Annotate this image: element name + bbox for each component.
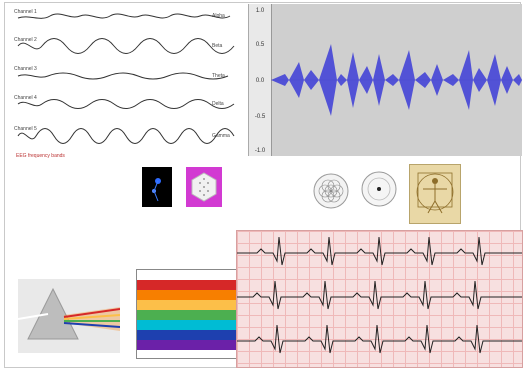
spectrum-row bbox=[137, 310, 236, 320]
eeg-traces: Channel 1 Channel 2 Channel 3 Channel 4 … bbox=[14, 9, 235, 144]
eeg-right-4: Delta bbox=[212, 101, 224, 107]
audio-waveform bbox=[271, 44, 522, 116]
spectrum-row bbox=[137, 340, 236, 350]
spectrum-row bbox=[137, 280, 236, 290]
flower-of-life-icon bbox=[313, 173, 349, 209]
waveform-panel: 1.0 0.5 0.0 -0.5 -1.0 bbox=[248, 4, 522, 156]
neuron-icon bbox=[152, 178, 161, 202]
eeg-right-2: Beta bbox=[212, 43, 223, 49]
spectrum-row bbox=[137, 290, 236, 300]
ecg-trace-2 bbox=[237, 280, 522, 310]
spectrum-row bbox=[137, 330, 236, 340]
eeg-right-1: Alpha bbox=[212, 13, 225, 19]
eeg-right-3: Theta bbox=[212, 73, 225, 79]
axis-label-4: -0.5 bbox=[254, 114, 266, 120]
axis-label-5: -1.0 bbox=[254, 148, 266, 154]
axis-label-1: 1.0 bbox=[255, 8, 265, 14]
neuro-image-pattern bbox=[186, 167, 222, 207]
eeg-trace-3 bbox=[17, 72, 229, 80]
spectrum-table bbox=[136, 269, 237, 359]
eeg-panel: Channel 1 Channel 2 Channel 3 Channel 4 … bbox=[10, 6, 242, 154]
ecg-trace-1 bbox=[237, 236, 522, 266]
eeg-label-3: Channel 3 bbox=[14, 66, 37, 72]
eeg-label-1: Channel 1 bbox=[14, 9, 37, 15]
axis-label-3: 0.0 bbox=[255, 78, 265, 84]
eeg-trace-5 bbox=[17, 128, 235, 144]
eeg-label-4: Channel 4 bbox=[14, 95, 37, 101]
spectrum-row bbox=[137, 320, 236, 330]
hex-pattern-icon bbox=[191, 172, 217, 202]
eeg-label-2: Channel 2 bbox=[14, 37, 37, 43]
vitruvian-man-icon bbox=[416, 172, 454, 214]
ecg-strip bbox=[236, 230, 523, 368]
vitruvian-man-image bbox=[409, 164, 461, 224]
eeg-label-5: Channel 5 bbox=[14, 126, 37, 132]
eeg-right-5: Gamma bbox=[212, 133, 230, 139]
spectrum-row bbox=[137, 300, 236, 310]
eeg-trace-2 bbox=[17, 38, 235, 54]
eeg-trace-4 bbox=[17, 99, 235, 109]
prism-diagram bbox=[18, 279, 120, 353]
axis-label-2: 0.5 bbox=[255, 42, 265, 48]
ecg-trace-3 bbox=[237, 324, 522, 354]
eeg-trace-1 bbox=[17, 13, 231, 19]
neuro-image-dark bbox=[142, 167, 172, 207]
eeg-caption: EEG frequency bands bbox=[16, 153, 65, 159]
spectrum-header bbox=[137, 270, 236, 280]
concentric-pattern-icon bbox=[361, 171, 397, 207]
ecg-traces bbox=[237, 236, 522, 354]
